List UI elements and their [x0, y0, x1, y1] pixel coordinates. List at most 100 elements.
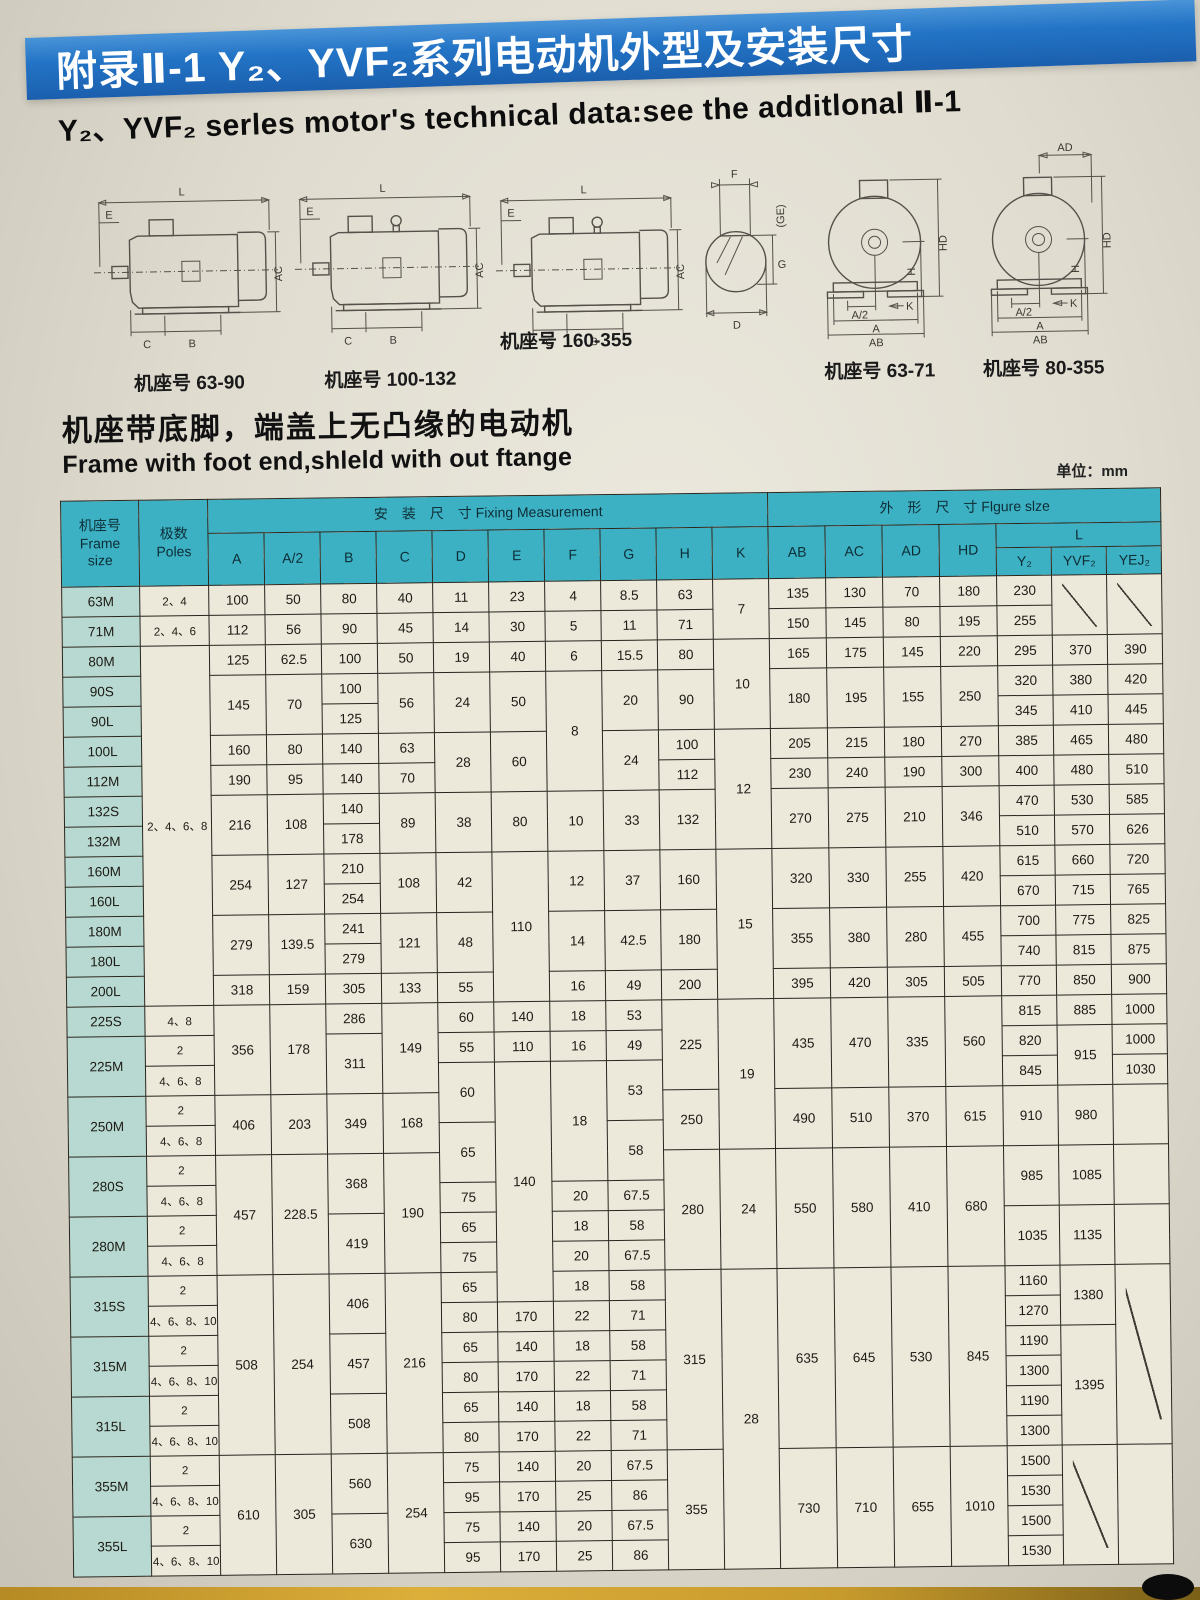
dimension-value-cell: 80 — [441, 1301, 499, 1333]
dimension-value-cell: 710 — [836, 1447, 896, 1568]
dimension-value-cell: 55 — [438, 1031, 495, 1063]
poles-cell: 2 — [147, 1215, 218, 1247]
dimension-value-cell: 22 — [554, 1360, 611, 1392]
unit-label: 单位：mm — [1056, 463, 1128, 480]
svg-text:A/2: A/2 — [851, 309, 868, 321]
dimension-value-cell: 67.5 — [608, 1179, 665, 1211]
dimension-value-cell: 80 — [442, 1361, 499, 1393]
dimension-value-cell: 356 — [214, 1004, 272, 1096]
dimension-value-cell: 145 — [826, 607, 884, 638]
dimension-value-cell: 280 — [887, 906, 945, 968]
frame-size-cell: 250M — [67, 1096, 147, 1158]
dimension-value-cell: 100 — [658, 729, 716, 760]
dimension-value-cell: 75 — [444, 1511, 501, 1543]
dimension-value-cell: 585 — [1109, 783, 1165, 815]
dimension-value-cell: 1000 — [1112, 1023, 1168, 1055]
frame-size-cell: 112M — [63, 766, 143, 798]
figure-end-view-80-355: AD HD H A/2 K A — [961, 142, 1123, 382]
header-dim-L-group: L — [996, 521, 1162, 548]
dimension-value-cell: 28 — [434, 731, 492, 793]
dimension-value-cell: 279 — [325, 943, 382, 975]
dimension-value-cell: 86 — [612, 1539, 670, 1571]
dimension-value-cell: 255 — [886, 846, 945, 908]
dimension-value-cell: 53 — [606, 999, 663, 1031]
dimension-value-cell: 230 — [997, 575, 1053, 606]
header-poles: 极数 Poles — [138, 499, 210, 587]
poles-cell: 2、4、6、8 — [140, 645, 215, 1007]
dimension-value-cell: 1190 — [1006, 1385, 1063, 1416]
dimension-value-cell: 279 — [213, 914, 270, 976]
dimension-value-cell: 12 — [548, 850, 606, 912]
dimension-value-cell: 845 — [1002, 1055, 1059, 1086]
dimension-value-cell: 395 — [773, 967, 832, 999]
dimension-value-cell: 510 — [832, 1087, 890, 1148]
dimension-value-cell: 23 — [489, 581, 546, 612]
poles-cell: 4、6、8 — [146, 1125, 217, 1157]
not-applicable-cell — [1107, 573, 1163, 635]
frame-size-cell: 315M — [70, 1336, 150, 1398]
dimension-value-cell: 149 — [382, 1002, 440, 1094]
figure-shaft-section: F (GE) G D — [691, 164, 795, 387]
motor-end-view-diagram: HD H A/2 K A AB — [826, 178, 950, 349]
poles-cell: 2 — [149, 1395, 220, 1427]
photo-corner-object — [1142, 1574, 1194, 1600]
dimension-value-cell: 63 — [657, 579, 714, 610]
svg-text:A/2: A/2 — [1015, 307, 1032, 319]
dimension-value-cell: 18 — [550, 1000, 607, 1032]
motor-end-view-diagram: AD HD H A/2 K A — [990, 142, 1114, 347]
dimension-value-cell: 170 — [500, 1481, 557, 1512]
figure-caption — [494, 365, 689, 390]
header-figure-size: 外 形 尺 寸 Flgure slze — [767, 487, 1162, 527]
figure-side-view-63-90: L E AC C B 机座号 63-90 — [88, 178, 287, 397]
dimension-value-cell: 139.5 — [269, 914, 326, 975]
dimension-value-cell: 90 — [658, 669, 715, 730]
dimension-value-cell: 203 — [271, 1094, 329, 1155]
dimension-value-cell: 71 — [609, 1299, 667, 1331]
dimension-value-cell: 130 — [826, 577, 884, 608]
dimension-value-cell: 626 — [1109, 813, 1166, 845]
dimension-value-cell: 1135 — [1059, 1204, 1116, 1266]
frame-size-cell: 160L — [65, 886, 144, 918]
dimension-value-cell: 980 — [1058, 1084, 1114, 1146]
dimension-value-cell: 22 — [555, 1420, 612, 1452]
dimension-value-cell: 49 — [606, 1029, 663, 1061]
header-dim-AD: AD — [882, 524, 941, 578]
svg-text:HD: HD — [1101, 232, 1113, 248]
dimension-value-cell: 385 — [998, 725, 1055, 756]
dimension-value-cell: 71 — [657, 609, 714, 640]
dimension-value-cell: 215 — [827, 727, 886, 758]
dimension-value-cell: 180 — [661, 909, 718, 970]
poles-cell: 4、6、8 — [145, 1065, 216, 1097]
dimension-value-cell: 140 — [322, 733, 380, 765]
dimension-value-cell: 900 — [1111, 963, 1168, 995]
dimension-value-cell: 95 — [267, 764, 324, 795]
dimension-value-cell: 37 — [604, 849, 662, 911]
dimension-value-cell: 445 — [1108, 693, 1164, 725]
dimension-value-cell: 560 — [945, 995, 1004, 1087]
dimension-value-cell: 915 — [1057, 1024, 1114, 1086]
dimension-value-cell: 700 — [1001, 905, 1057, 936]
dimension-value-cell: 50 — [377, 642, 435, 674]
dimension-value-cell: 315 — [665, 1269, 724, 1450]
svg-text:L: L — [580, 184, 586, 196]
dimension-value-cell: 30 — [489, 611, 546, 642]
dimension-value-cell: 75 — [441, 1241, 498, 1273]
motor-side-view-diagram: L E AC C B — [495, 184, 687, 349]
dimension-value-cell: 615 — [1000, 845, 1056, 876]
dimension-value-cell: 20 — [553, 1240, 610, 1272]
dimension-value-cell: 720 — [1110, 843, 1166, 875]
empty-cell — [1113, 1143, 1170, 1205]
dimension-value-cell: 195 — [940, 605, 998, 637]
dimension-value-cell: 349 — [327, 1093, 385, 1155]
dimension-value-cell: 100 — [209, 584, 266, 616]
dimension-value-cell: 845 — [948, 1265, 1008, 1447]
dimension-value-cell: 60 — [438, 1061, 496, 1123]
dimension-value-cell: 145 — [883, 636, 942, 668]
frame-size-cell: 160M — [64, 856, 144, 888]
dimension-value-cell: 850 — [1056, 964, 1113, 996]
dimension-value-cell: 645 — [834, 1267, 894, 1448]
dimension-value-cell: 65 — [442, 1331, 499, 1363]
dimension-value-cell: 740 — [1001, 935, 1057, 966]
figure-caption: 机座号 100-132 — [324, 368, 457, 392]
poles-cell: 4、6、8、10 — [149, 1365, 219, 1397]
